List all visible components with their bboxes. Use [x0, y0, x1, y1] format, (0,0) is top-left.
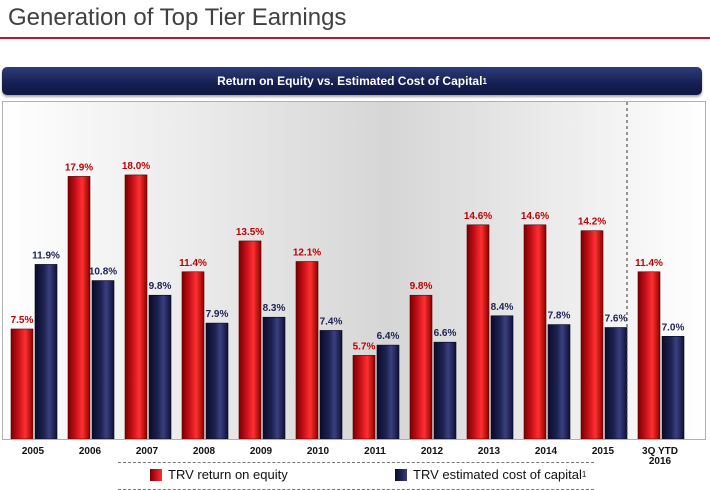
bar-roe-2010: [295, 261, 319, 439]
data-label-coc-2009: 8.3%: [263, 303, 286, 314]
chart-banner: Return on Equity vs. Estimated Cost of C…: [2, 67, 702, 95]
data-label-coc-2010: 7.4%: [320, 316, 343, 327]
x-tick-label-2012: 2012: [421, 446, 444, 457]
bar-roe-2012: [409, 294, 433, 439]
bar-coc-2010: [319, 330, 343, 439]
bar-roe-2015: [580, 230, 604, 439]
legend-item-coc: TRV estimated cost of capital 1: [395, 467, 586, 482]
bar-chart: 7.5% 17.9% 18.0% 11.4% 13.5% 12.1% 5.7% 9.8% 14.…: [10, 102, 685, 439]
x-tick-label-2014: 2014: [535, 446, 558, 457]
bar-coc-2012: [433, 341, 457, 439]
legend-item-roe: TRV return on equity: [150, 467, 288, 482]
data-label-roe-2010: 12.1%: [293, 247, 321, 258]
title-rule: [0, 37, 710, 39]
bar-coc-2014: [547, 324, 571, 439]
bar-coc-2013: [490, 315, 514, 439]
bar-roe-2006: [67, 176, 91, 439]
bar-coc-2007: [148, 294, 172, 439]
data-label-coc-2005: 11.9%: [32, 250, 60, 261]
bar-roe-2007: [124, 174, 148, 439]
bar-roe-2005: [10, 328, 34, 439]
legend-top-rule: [118, 462, 594, 463]
x-tick-label-2009: 2009: [250, 446, 273, 457]
bar-roe-3Q-YTD-2016: [637, 271, 661, 439]
bar-roe-2008: [181, 271, 205, 439]
bar-roe-2009: [238, 240, 262, 439]
bar-coc-2005: [34, 264, 58, 439]
data-label-roe-2012: 9.8%: [410, 281, 433, 292]
data-label-roe-2009: 13.5%: [236, 227, 264, 238]
bar-roe-2013: [466, 224, 490, 439]
bar-coc-2011: [376, 344, 400, 439]
bar-roe-2014: [523, 224, 547, 439]
x-tick-label-2005: 2005: [22, 446, 45, 457]
data-label-roe-2015: 14.2%: [578, 217, 606, 228]
data-label-roe-2006: 17.9%: [65, 162, 93, 173]
bar-coc-2006: [91, 280, 115, 439]
data-label-coc-2014: 7.8%: [548, 311, 571, 322]
x-tick-label-2013: 2013: [478, 446, 501, 457]
page-title: Generation of Top Tier Earnings: [8, 4, 347, 31]
x-tick-label-2011: 2011: [364, 446, 386, 457]
data-label-roe-2005: 7.5%: [11, 315, 34, 326]
bar-roe-2011: [352, 355, 376, 439]
data-label-roe-2008: 11.4%: [179, 258, 207, 269]
data-label-coc-2006: 10.8%: [89, 267, 117, 278]
data-label-coc-2011: 6.4%: [377, 331, 400, 342]
data-label-coc-2012: 6.6%: [434, 328, 457, 339]
legend-footnote-marker: 1: [581, 470, 587, 479]
data-label-roe-2011: 5.7%: [353, 341, 376, 352]
chart-frame: 7.5% 17.9% 18.0% 11.4% 13.5% 12.1% 5.7% 9.8% 14.…: [2, 101, 706, 440]
x-axis: 2005 2006 2007 2008 2009 2010 2011 2012 2013 2014…: [22, 446, 678, 467]
x-tick-label-3Q-YTD-2016-1: 2016: [649, 456, 672, 467]
data-label-roe-3Q-YTD-2016: 11.4%: [635, 258, 663, 269]
data-label-coc-2008: 7.9%: [206, 309, 229, 320]
x-tick-label-2007: 2007: [136, 446, 159, 457]
bar-coc-2009: [262, 316, 286, 439]
bar-coc-2015: [604, 327, 628, 439]
bar-coc-2008: [205, 322, 229, 439]
bar-coc-3Q-YTD-2016: [661, 336, 685, 439]
legend-label-roe: TRV return on equity: [168, 467, 288, 482]
banner-footnote-marker: 1: [482, 76, 487, 86]
legend-label-coc: TRV estimated cost of capital: [413, 467, 582, 482]
x-tick-label-2006: 2006: [79, 446, 102, 457]
data-label-roe-2007: 18.0%: [122, 161, 150, 172]
legend-swatch-coc: [395, 468, 407, 481]
x-tick-label-3Q-YTD-2016-0: 3Q YTD: [642, 446, 678, 457]
data-label-coc-3Q-YTD-2016: 7.0%: [662, 322, 685, 333]
x-tick-label-2010: 2010: [307, 446, 330, 457]
data-label-roe-2013: 14.6%: [464, 211, 492, 222]
data-label-coc-2015: 7.6%: [605, 314, 628, 325]
x-tick-label-2008: 2008: [193, 446, 216, 457]
data-label-roe-2014: 14.6%: [521, 211, 549, 222]
legend-swatch-roe: [150, 468, 162, 481]
x-tick-label-2015: 2015: [592, 446, 615, 457]
data-label-coc-2013: 8.4%: [491, 302, 514, 313]
data-label-coc-2007: 9.8%: [149, 281, 172, 292]
banner-text: Return on Equity vs. Estimated Cost of C…: [217, 74, 483, 88]
